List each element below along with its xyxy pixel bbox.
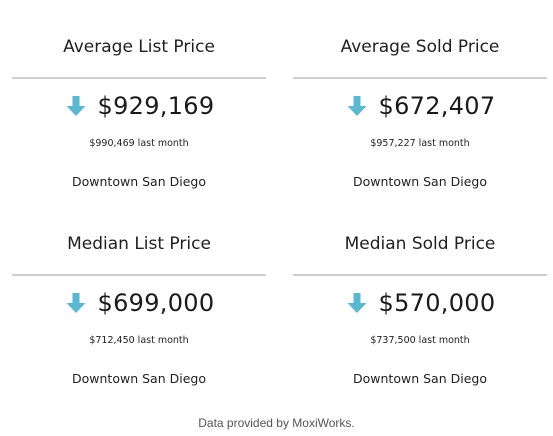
area-label: Downtown San Diego — [353, 371, 487, 386]
divider — [293, 274, 547, 276]
arrow-down-icon — [66, 293, 86, 313]
stat-card-median-list-price: Median List Price $699,000 $712,450 last… — [12, 233, 266, 387]
divider — [12, 274, 266, 276]
stat-value: $929,169 — [97, 92, 215, 120]
stat-title: Median List Price — [67, 234, 211, 254]
area-label: Downtown San Diego — [72, 371, 206, 386]
last-month-value: $990,469 last month — [89, 138, 189, 149]
arrow-down-icon — [347, 293, 367, 313]
stat-value-row: $699,000 — [12, 288, 266, 318]
area-label: Downtown San Diego — [353, 174, 487, 189]
stat-card-average-list-price: Average List Price $929,169 $990,469 las… — [12, 36, 266, 190]
stat-value: $570,000 — [378, 289, 496, 317]
arrow-down-icon — [66, 96, 86, 116]
stat-title: Average Sold Price — [340, 37, 500, 57]
market-stats-grid: Average List Price $929,169 $990,469 las… — [12, 36, 547, 387]
arrow-down-icon — [347, 96, 367, 116]
stat-title: Average List Price — [63, 37, 215, 57]
stat-title: Median Sold Price — [344, 234, 496, 254]
divider — [293, 77, 547, 79]
stat-value-row: $570,000 — [293, 288, 547, 318]
stat-card-median-sold-price: Median Sold Price $570,000 $737,500 last… — [293, 233, 547, 387]
last-month-value: $957,227 last month — [370, 138, 470, 149]
data-attribution: Data provided by MoxiWorks. — [198, 416, 355, 430]
last-month-value: $712,450 last month — [89, 335, 189, 346]
stat-value: $699,000 — [97, 289, 215, 317]
divider — [12, 77, 266, 79]
stat-value: $672,407 — [378, 92, 496, 120]
stat-value-row: $929,169 — [12, 91, 266, 121]
stat-value-row: $672,407 — [293, 91, 547, 121]
area-label: Downtown San Diego — [72, 174, 206, 189]
stat-card-average-sold-price: Average Sold Price $672,407 $957,227 las… — [293, 36, 547, 190]
last-month-value: $737,500 last month — [370, 335, 470, 346]
